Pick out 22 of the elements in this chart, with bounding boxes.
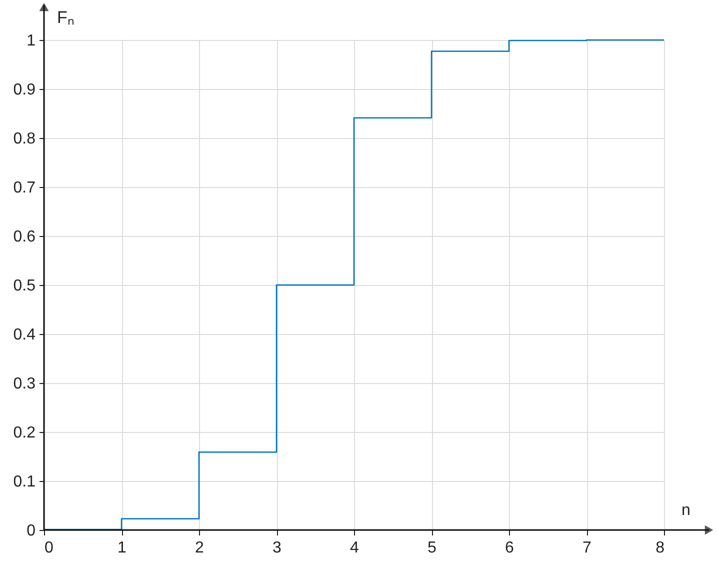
y-axis-title: Fₙ: [57, 8, 74, 27]
x-axis-title: n: [682, 502, 690, 519]
y-tick-label: 1: [26, 32, 36, 50]
x-tick-label: 4: [350, 540, 360, 556]
x-tick-label: 6: [505, 540, 514, 556]
x-tick-label: 2: [195, 540, 204, 556]
x-tick-label: 1: [118, 540, 127, 556]
y-tick-label: 0.2: [13, 424, 36, 442]
y-tick-label: 0.5: [13, 278, 36, 294]
y-tick-label: 0.6: [13, 228, 36, 246]
y-tick-label: 0.8: [13, 130, 36, 148]
x-tick-label: 7: [582, 540, 592, 556]
x-tick-label: 3: [272, 540, 282, 556]
y-tick-label: 0.1: [13, 474, 36, 490]
y-tick-label: 0.3: [13, 376, 36, 392]
y-tick-label: 0.7: [13, 180, 36, 196]
y-tick-label: 0.4: [13, 326, 36, 344]
y-tick-label: 0: [26, 522, 36, 540]
y-tick-label: 0.9: [13, 82, 36, 98]
x-tick-label: 0: [44, 540, 54, 556]
x-tick-label: 8: [656, 540, 665, 556]
x-tick-label: 5: [428, 540, 437, 556]
